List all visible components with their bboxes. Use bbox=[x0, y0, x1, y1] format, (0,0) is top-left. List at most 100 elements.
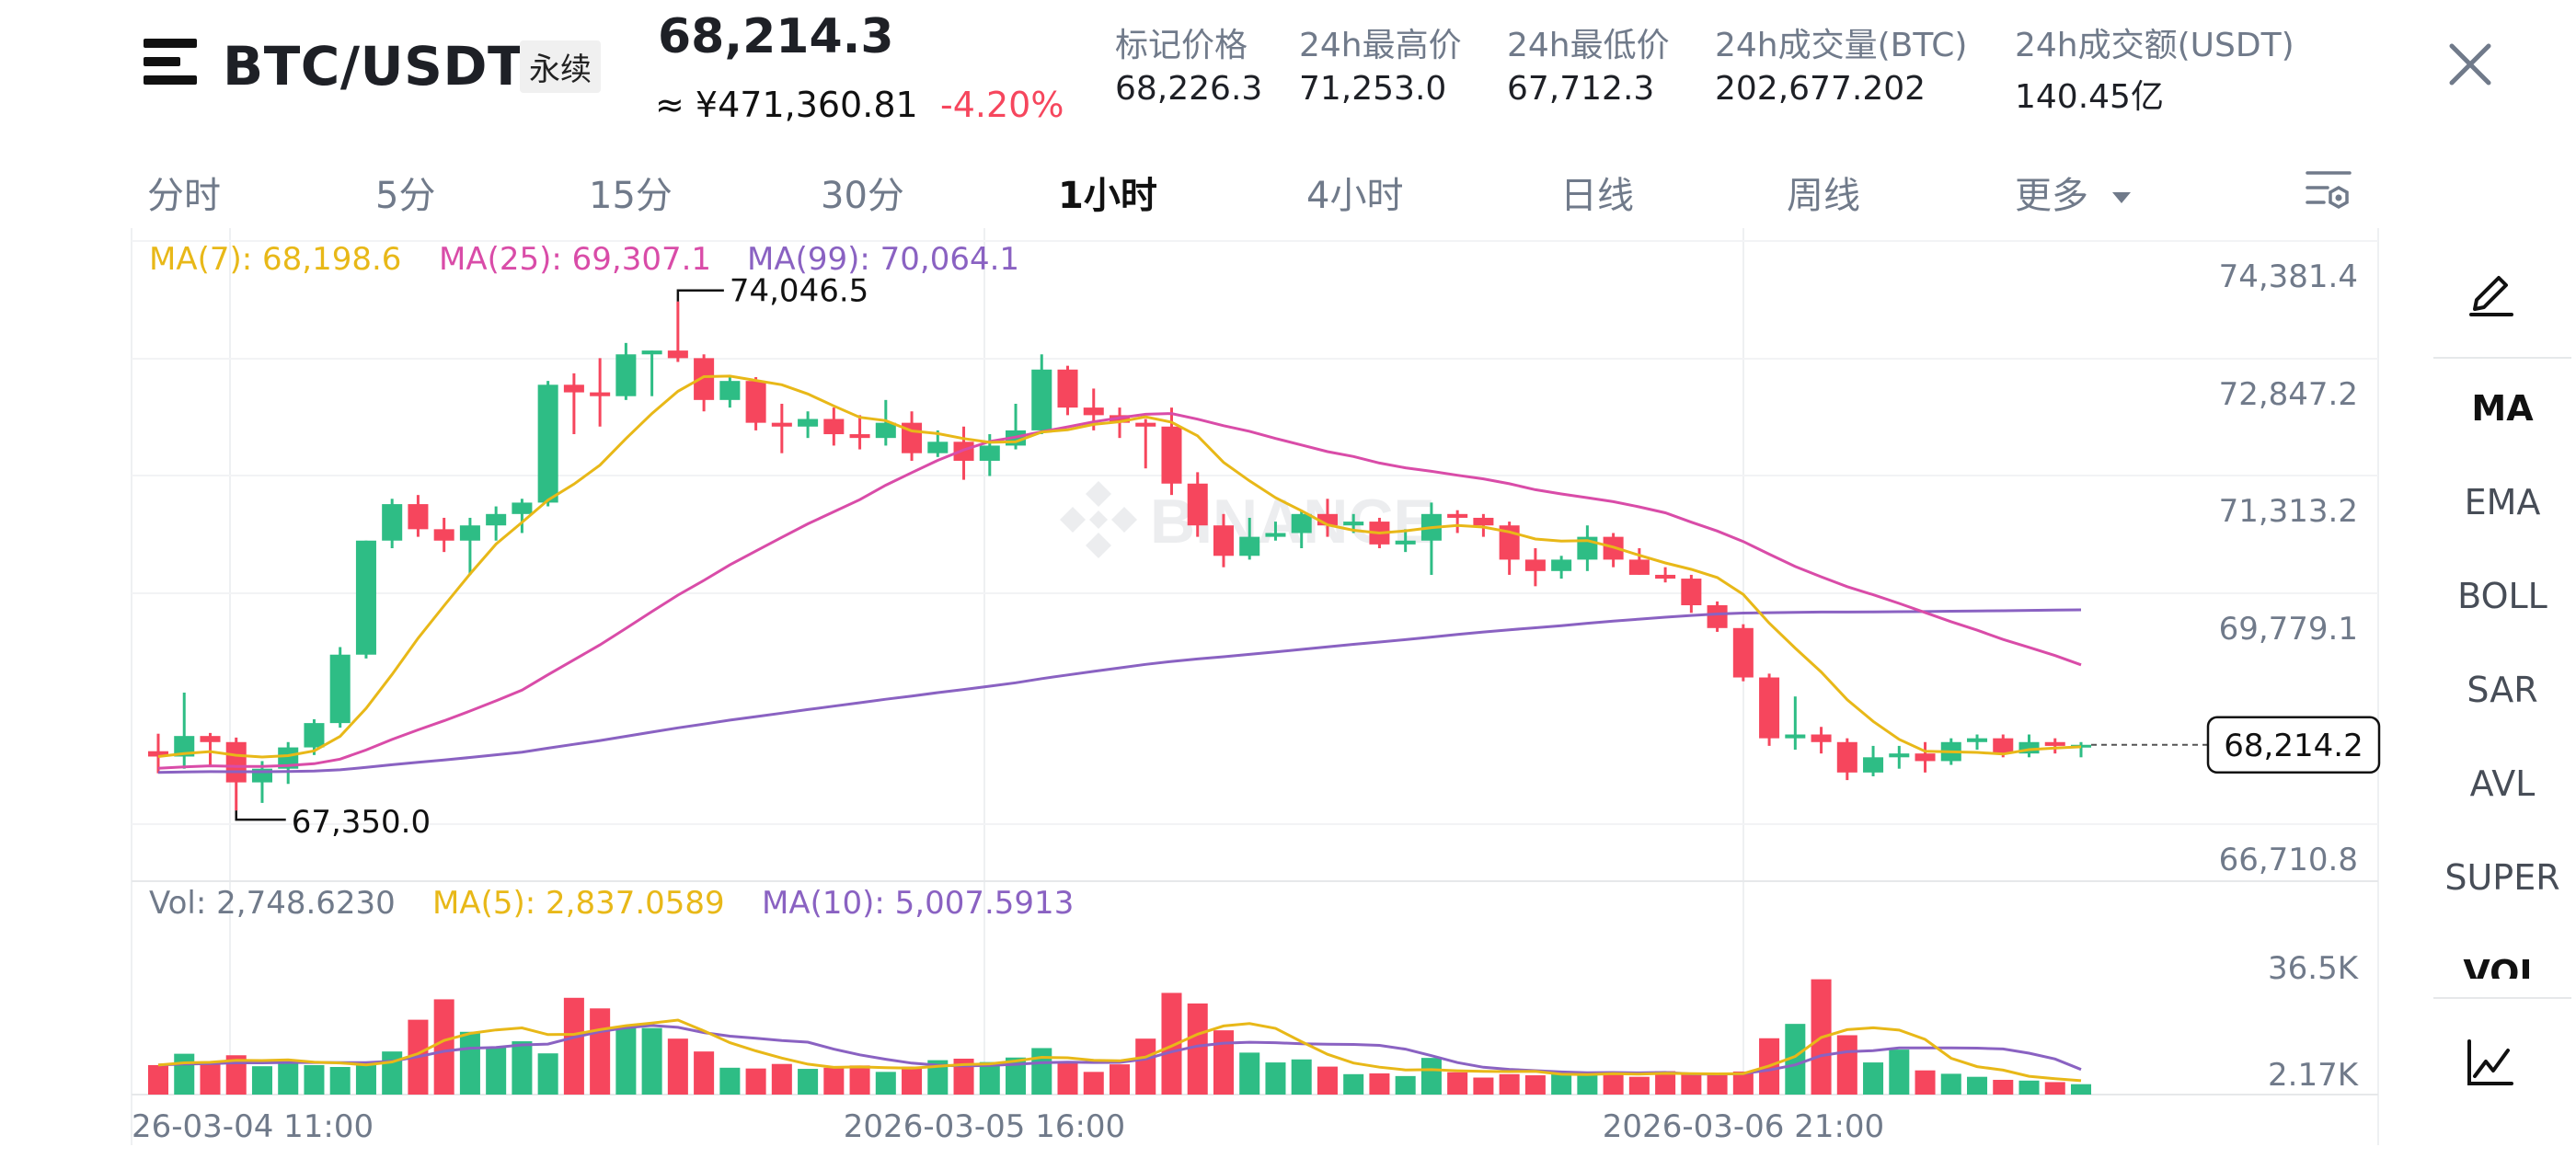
volume-bar bbox=[667, 1038, 688, 1095]
candle-body bbox=[719, 381, 741, 400]
candle-body bbox=[1524, 559, 1546, 571]
draw-pen-icon[interactable] bbox=[2466, 265, 2517, 316]
candle bbox=[563, 373, 584, 435]
candle bbox=[1057, 365, 1078, 416]
candle-body bbox=[1343, 522, 1364, 526]
volume-bar bbox=[694, 1051, 715, 1095]
volume-bar bbox=[512, 1041, 533, 1095]
volume-bar bbox=[875, 1072, 896, 1095]
candle bbox=[1967, 734, 1988, 751]
volume-bar bbox=[1317, 1066, 1338, 1095]
candle-body bbox=[1707, 605, 1728, 628]
volume-bar bbox=[823, 1067, 845, 1095]
candle-body bbox=[927, 442, 949, 453]
volume-bar bbox=[953, 1058, 974, 1095]
volume-bar bbox=[278, 1061, 299, 1095]
candle-body bbox=[1551, 559, 1572, 571]
volume-bar bbox=[927, 1060, 949, 1095]
close-icon[interactable] bbox=[2443, 37, 2498, 92]
volume-bar bbox=[1940, 1073, 1961, 1095]
candle-body bbox=[278, 747, 299, 769]
candle bbox=[1681, 574, 1702, 614]
candle bbox=[278, 741, 299, 785]
high-marker-label: 74,046.5 bbox=[730, 273, 868, 310]
candle bbox=[1187, 472, 1208, 537]
candle bbox=[304, 718, 325, 755]
candle-body bbox=[2070, 744, 2092, 748]
candle bbox=[2044, 738, 2065, 754]
menu-icon[interactable] bbox=[144, 35, 197, 88]
candle-body bbox=[1395, 540, 1416, 545]
tab-more-label: 更多 bbox=[2015, 175, 2088, 217]
volume-ma5-legend: MA(5): 2,837.0589 bbox=[432, 885, 725, 922]
candle bbox=[537, 381, 558, 507]
volume-bar bbox=[1785, 1024, 1806, 1095]
volume-bar bbox=[1628, 1076, 1650, 1095]
candle bbox=[512, 499, 533, 533]
volume-bar bbox=[486, 1047, 507, 1095]
high-marker-line bbox=[676, 289, 724, 302]
indicator-ma[interactable]: MA bbox=[2471, 388, 2534, 429]
candle bbox=[719, 377, 741, 408]
candle-body bbox=[1083, 407, 1104, 416]
candle-body bbox=[433, 529, 454, 541]
tab-1w[interactable]: 周线 bbox=[1787, 175, 1860, 217]
indicator-sar[interactable]: SAR bbox=[2467, 670, 2538, 710]
volume-bar bbox=[615, 1027, 637, 1095]
indicator-vol: VOL bbox=[2463, 953, 2542, 979]
candle-body bbox=[1213, 525, 1234, 556]
candle-body bbox=[1889, 753, 1910, 758]
candle bbox=[1551, 556, 1572, 579]
volume-bar bbox=[304, 1064, 325, 1095]
price-axis-label: 69,779.1 bbox=[2219, 611, 2358, 648]
tab-1m-line[interactable]: 分时 bbox=[147, 175, 221, 217]
candle bbox=[1863, 745, 1884, 776]
volume-bar bbox=[251, 1066, 272, 1095]
candle bbox=[641, 350, 662, 396]
tab-1h[interactable]: 1小时 bbox=[1058, 175, 1157, 217]
indicator-divider bbox=[2433, 997, 2571, 999]
tab-30m[interactable]: 30分 bbox=[821, 175, 904, 217]
tab-1d[interactable]: 日线 bbox=[1560, 175, 1634, 217]
price-axis-label: 74,381.4 bbox=[2219, 258, 2358, 295]
cny-price: ≈ ¥471,360.81 bbox=[655, 85, 918, 125]
tab-15m[interactable]: 15分 bbox=[589, 175, 673, 217]
stat-label-24h-volume-btc: 24h成交量(BTC) bbox=[1715, 27, 1968, 64]
candle-body bbox=[486, 513, 507, 526]
price-axis-label: 71,313.2 bbox=[2219, 493, 2358, 530]
candle-body bbox=[329, 654, 351, 724]
candle-body bbox=[771, 422, 792, 427]
candle bbox=[1239, 517, 1260, 560]
candle-body bbox=[1915, 753, 1936, 762]
volume-axis-label: 36.5K bbox=[2268, 950, 2360, 987]
volume-bar bbox=[1836, 1035, 1857, 1095]
candle-body bbox=[1161, 426, 1182, 484]
stat-label-24h-low: 24h最低价 bbox=[1507, 27, 1670, 64]
volume-bar bbox=[771, 1063, 792, 1095]
current-price-box bbox=[2206, 716, 2381, 774]
volume-bar bbox=[1187, 1003, 1208, 1095]
tab-5m[interactable]: 5分 bbox=[375, 175, 436, 217]
volume-bar bbox=[2018, 1080, 2040, 1095]
candle-body bbox=[1863, 757, 1884, 773]
tab-4h[interactable]: 4小时 bbox=[1306, 175, 1404, 217]
indicator-vol-clipped[interactable]: VOL bbox=[2429, 953, 2576, 979]
indicator-super[interactable]: SUPER bbox=[2444, 857, 2560, 898]
volume-bar bbox=[1863, 1062, 1884, 1095]
candle bbox=[1759, 673, 1780, 746]
symbol-title[interactable]: BTC/USDT bbox=[223, 35, 525, 98]
candle-body bbox=[979, 445, 1000, 461]
candle-body bbox=[615, 354, 637, 396]
candle bbox=[771, 403, 792, 453]
indicator-chart-icon[interactable] bbox=[2464, 1038, 2515, 1089]
indicator-boll[interactable]: BOLL bbox=[2457, 576, 2547, 616]
indicator-ema[interactable]: EMA bbox=[2464, 482, 2541, 522]
current-price-label: 68,214.2 bbox=[2224, 728, 2363, 764]
chart-settings-icon[interactable] bbox=[2304, 166, 2353, 215]
candle-body bbox=[1785, 734, 1806, 739]
candle-body bbox=[1239, 536, 1260, 556]
indicator-avl[interactable]: AVL bbox=[2469, 763, 2536, 804]
tab-more[interactable]: 更多 bbox=[2015, 166, 2133, 219]
candle bbox=[382, 499, 403, 549]
